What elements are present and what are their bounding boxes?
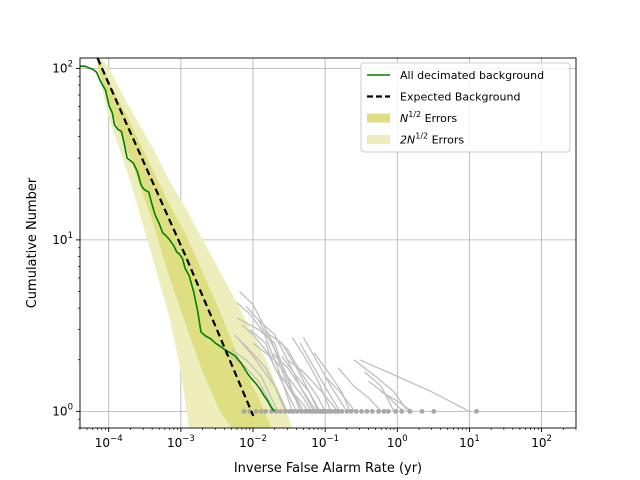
trial-line — [223, 352, 276, 412]
trial-line — [313, 352, 351, 412]
trial-point — [282, 408, 288, 414]
x-axis-label: Inverse False Alarm Rate (yr) — [234, 461, 422, 476]
trial-point — [328, 408, 334, 414]
trial-point — [399, 408, 405, 414]
trial-point — [287, 408, 292, 414]
y-axis-label: Cumulative Number — [25, 177, 40, 308]
trial-point — [407, 408, 413, 414]
trial-point — [299, 408, 304, 414]
trial-line — [353, 359, 409, 412]
trial-line — [236, 317, 304, 412]
trial-line — [270, 352, 317, 412]
trial-point — [294, 408, 300, 414]
trial-point — [263, 408, 269, 414]
ticks: 10−4 10−3 10−2 10−1 100 101 102 100 101 102 — [52, 59, 577, 450]
trial-line — [281, 355, 321, 412]
trial-line — [337, 367, 382, 412]
trial-point — [353, 408, 359, 414]
x-tick-label: 100 — [387, 434, 408, 450]
trial-point — [431, 408, 437, 414]
trial-point — [253, 408, 259, 414]
trial-point — [369, 408, 375, 414]
trial-line — [274, 336, 326, 412]
trial-line — [299, 342, 341, 412]
trial-line — [324, 375, 356, 412]
x-tick-label: 10−1 — [311, 434, 339, 450]
trial-point — [381, 408, 387, 414]
trial-point — [359, 408, 364, 414]
legend-swatch — [367, 135, 390, 144]
trial-line — [239, 339, 286, 412]
x-tick-label: 10−4 — [95, 434, 123, 450]
legend-label: All decimated background — [400, 69, 544, 82]
trial-line — [380, 391, 413, 412]
trial-point — [302, 408, 308, 414]
expected-background-line — [96, 58, 255, 417]
trial-line — [230, 348, 279, 412]
y-tick-label: 102 — [52, 59, 73, 75]
trial-point — [474, 408, 479, 414]
trial-point — [385, 408, 391, 414]
trial-point — [376, 408, 381, 414]
plot-frame — [79, 57, 577, 429]
trial-line — [359, 359, 470, 412]
data-layer — [80, 58, 479, 428]
x-tick-label: 10−3 — [167, 434, 195, 450]
trial-line — [291, 337, 332, 412]
legend-label: 2N1/2 Errors — [400, 132, 464, 147]
legend-swatch — [367, 113, 390, 123]
y-tick-label: 100 — [52, 402, 73, 418]
trial-point — [419, 408, 425, 414]
trial-line — [363, 371, 395, 412]
trial-line — [249, 329, 310, 412]
trial-point — [258, 408, 264, 414]
trial-point — [344, 408, 350, 414]
trial-point — [335, 408, 341, 414]
x-tick-label: 102 — [531, 434, 552, 450]
trial-point — [332, 408, 337, 414]
legend-box — [360, 62, 571, 153]
y-tick-label: 101 — [52, 231, 73, 247]
legend-label: N1/2 Errors — [400, 110, 457, 125]
series-line — [80, 65, 276, 412]
trial-point — [290, 408, 296, 414]
trial-point — [273, 408, 279, 414]
legend: All decimated background Expected Backgro… — [360, 62, 571, 153]
band-1sigma — [97, 58, 272, 428]
trial-point — [339, 408, 345, 414]
trial-line — [241, 324, 297, 412]
trial-point — [241, 408, 247, 414]
trial-point — [348, 408, 354, 414]
trial-point — [364, 408, 370, 414]
trial-line — [287, 359, 339, 412]
trial-line — [302, 337, 348, 412]
trial-line — [252, 342, 313, 412]
x-tick-label: 10−2 — [239, 434, 267, 450]
x-tick-label: 101 — [459, 434, 480, 450]
legend-label: Expected Background — [400, 91, 520, 104]
trial-point — [278, 408, 283, 414]
band-2sigma — [97, 58, 293, 428]
trial-point — [393, 408, 399, 414]
